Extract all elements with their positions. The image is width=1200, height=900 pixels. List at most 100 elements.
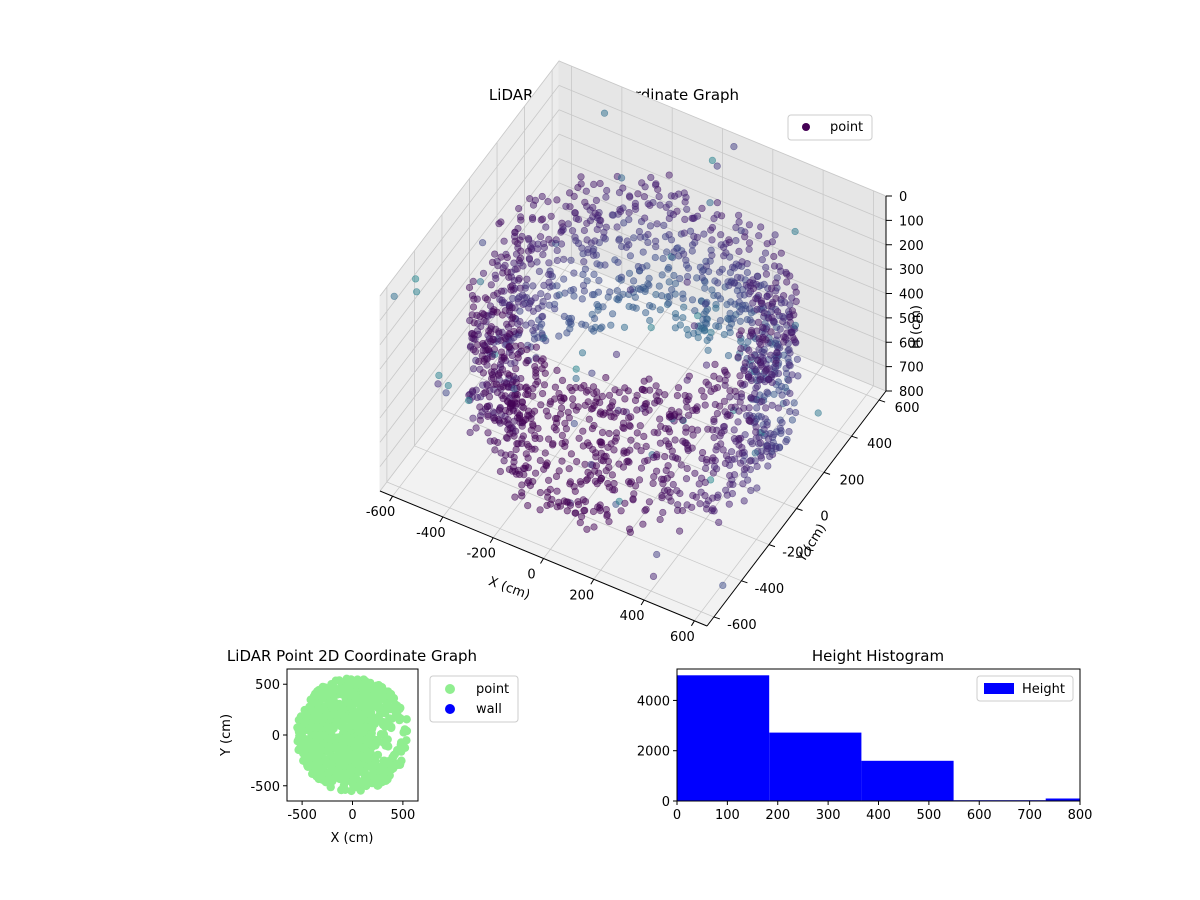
point-3d [737, 390, 746, 398]
point-3d [570, 483, 578, 491]
point-3d [579, 442, 587, 450]
point-3d [658, 292, 666, 300]
point-3d [683, 376, 691, 384]
point-3d [505, 343, 513, 351]
point-3d [492, 274, 500, 283]
point-3d [739, 480, 747, 488]
point-3d [754, 272, 762, 281]
point-3d [674, 455, 682, 463]
point-3d [665, 299, 673, 307]
point-3d [523, 357, 532, 365]
point-3d [725, 500, 733, 508]
point-3d [773, 308, 782, 316]
point-3d [612, 429, 621, 437]
point-3d [725, 238, 734, 246]
axis-y-tick [741, 580, 748, 584]
point-3d [633, 429, 641, 437]
point-3d [498, 296, 506, 304]
point-3d [726, 393, 734, 401]
axis-z-tick-label: 300 [899, 263, 924, 278]
point-3d [537, 216, 545, 224]
grid-z-left [379, 60, 560, 297]
point-3d [497, 348, 506, 356]
point-3d [566, 318, 575, 326]
point-2d [373, 781, 382, 790]
histogram-ticks: 0 100 200 300 400 500 600 700 800 0 2000 4000 [637, 694, 1093, 823]
point-3d [763, 388, 771, 396]
point-3d [595, 276, 603, 285]
point-3d [589, 251, 598, 259]
point-3d [689, 214, 697, 223]
point-3d [708, 156, 717, 164]
point-3d [701, 284, 709, 292]
point-3d [553, 487, 561, 495]
point-3d [558, 431, 567, 440]
point-3d [765, 314, 773, 322]
axis-x-tick-label: -600 [366, 505, 396, 520]
point-3d [644, 230, 652, 239]
point-3d [572, 509, 580, 517]
point-3d [603, 186, 611, 195]
point-3d [672, 314, 680, 322]
point-3d [574, 501, 583, 509]
point-3d [582, 388, 591, 396]
point-3d [498, 311, 507, 319]
histogram-ytick-label: 0 [662, 795, 670, 810]
point-3d [497, 253, 505, 261]
point-2d [358, 694, 367, 704]
point-2d [340, 761, 349, 770]
point-3d [511, 237, 519, 245]
point-3d [645, 498, 654, 506]
point-3d [736, 317, 744, 325]
point-3d [619, 423, 627, 432]
point-2d [359, 711, 368, 720]
point-3d [581, 198, 589, 206]
point-2d [331, 773, 340, 782]
point-3d [537, 401, 545, 409]
point-3d [679, 437, 687, 445]
chart-3d-legend: point [787, 114, 873, 141]
point-3d [531, 434, 539, 443]
grid-y-floor [551, 264, 880, 401]
point-3d [569, 286, 578, 294]
point-3d [568, 227, 577, 235]
point-2d [358, 776, 367, 785]
point-3d [650, 428, 658, 436]
point-3d [656, 439, 665, 447]
point-3d [682, 256, 690, 264]
axis-x-tick-label: -400 [416, 526, 446, 541]
point-3d [674, 384, 683, 392]
point-3d [620, 219, 628, 227]
point-3d [517, 347, 526, 355]
grid-z-left [379, 109, 560, 345]
point-3d [727, 448, 736, 456]
point-3d [760, 425, 768, 433]
point-3d [776, 424, 784, 432]
point-3d [680, 250, 688, 258]
chart-2d-xtick-label: -500 [287, 808, 317, 823]
point-3d [713, 199, 722, 207]
point-3d [788, 307, 797, 315]
point-3d [764, 435, 773, 443]
point-3d [465, 283, 474, 292]
point-3d [555, 332, 563, 340]
point-3d [626, 252, 635, 260]
point-3d [479, 340, 487, 348]
point-3d [610, 413, 618, 421]
point-3d [563, 329, 571, 337]
point-3d [711, 360, 719, 369]
point-3d [515, 205, 523, 213]
point-3d [673, 487, 681, 495]
histogram-xtick-label: 600 [967, 808, 992, 823]
point-3d [726, 309, 734, 318]
point-3d [664, 462, 672, 470]
point-3d [579, 496, 587, 504]
point-3d [516, 326, 524, 334]
point-3d [596, 476, 604, 484]
point-3d [752, 295, 760, 303]
point-3d [688, 425, 696, 433]
point-3d [476, 403, 484, 411]
histogram-bar [677, 675, 770, 801]
point-3d [655, 282, 663, 290]
point-3d [511, 228, 519, 236]
